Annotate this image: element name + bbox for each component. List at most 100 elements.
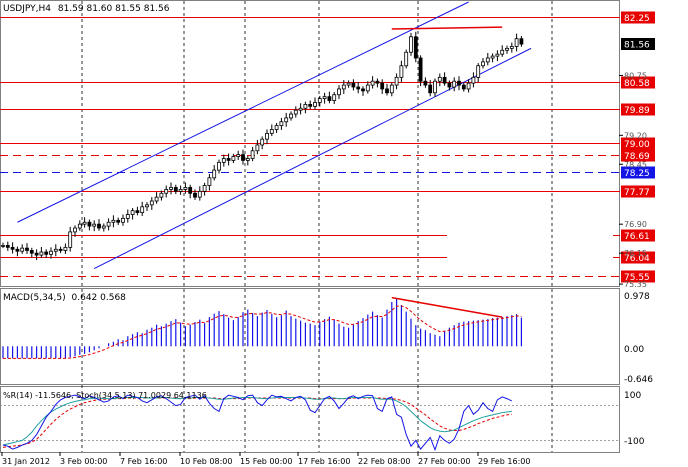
price-tick-label: 78.45: [624, 160, 647, 169]
candle-body: [332, 94, 337, 101]
level-label-3: 79.00: [624, 140, 650, 150]
candle-body: [169, 187, 173, 190]
candle-body: [97, 223, 101, 229]
macd-panel-frame: [0, 288, 620, 385]
candle-body: [346, 82, 351, 86]
candle-body: [130, 210, 135, 215]
candle-body: [452, 80, 457, 88]
macd-tick-top: 0.978: [624, 292, 650, 302]
level-label-0: 82.25: [624, 14, 650, 24]
price-tick-label: 76.90: [624, 220, 647, 229]
time-axis: 31 Jan 2012 3 Feb 00:00 7 Feb 16:00 10 Feb …: [1, 452, 530, 466]
level-badge-7: [621, 229, 655, 242]
level-label-2: 79.89: [624, 106, 650, 116]
macd-tick-zero: 0.00: [624, 345, 644, 355]
time-tick-label: 29 Feb 16:00: [478, 457, 530, 466]
candle-body: [106, 221, 111, 227]
price-tick-label: 79.20: [624, 131, 647, 140]
candle-body: [226, 158, 231, 161]
level-badge-3: [621, 137, 655, 150]
level-label-4: 78.69: [624, 152, 650, 162]
candle-body: [20, 247, 25, 252]
current-price-label: 81.56: [624, 41, 650, 51]
time-tick-label: 10 Feb 08:00: [180, 457, 232, 466]
candle-body: [404, 51, 409, 67]
candle-body: [509, 46, 514, 49]
candle-body: [322, 96, 327, 99]
candle-body: [15, 248, 20, 252]
candle-body: [92, 223, 97, 227]
candle-body: [217, 161, 221, 171]
candle-body: [413, 36, 418, 59]
candle-body: [437, 76, 442, 82]
candle-body: [29, 250, 34, 254]
candle-body: [481, 61, 485, 67]
candle-body: [58, 248, 63, 251]
ohlc-label: 81.59 81.60 81.55 81.56: [58, 4, 170, 14]
candle-body: [164, 189, 169, 194]
candle-body: [121, 217, 125, 223]
level-label-1: 80.58: [624, 79, 650, 89]
level-badge-9: [621, 270, 655, 283]
candle-body: [471, 76, 476, 84]
candle-body: [135, 210, 140, 213]
macd-values: 0.642 0.568: [72, 293, 127, 303]
candle-body: [265, 132, 269, 140]
candle-body: [365, 84, 370, 92]
macd-tick-bottom: -0.646: [624, 375, 653, 385]
candle-body: [245, 158, 250, 161]
time-tick-label: 7 Feb 16:00: [120, 457, 167, 466]
resistance-line: [391, 26, 503, 30]
candle-body: [77, 223, 82, 229]
candle-body: [274, 125, 279, 130]
candle-body: [49, 250, 53, 255]
price-tick-label: 76.15: [624, 249, 647, 258]
candle-body: [385, 88, 389, 94]
wpr-line: [2, 394, 513, 452]
candle-body: [389, 84, 394, 94]
time-tick-label: 15 Feb 00:00: [240, 457, 292, 466]
level-badge-4: [621, 149, 655, 162]
candle-body: [125, 214, 130, 219]
candle-body: [159, 192, 164, 198]
price-tick-label: 80.75: [624, 71, 647, 80]
candle-body: [212, 169, 217, 179]
price-axis: 80.75 79.20 78.45 76.90 76.15 75.35: [619, 71, 647, 289]
candle-body: [255, 144, 260, 152]
candle-body: [25, 247, 29, 251]
level-badge-0: [621, 11, 655, 24]
candle-body: [423, 80, 428, 86]
candle-body: [313, 102, 317, 107]
candle-body: [73, 227, 77, 233]
level-badge-6: [621, 185, 655, 198]
candle-body: [447, 82, 452, 88]
candle-body: [317, 98, 322, 103]
oscillator-header: %R(14) -11.5646, Stoch(34,5,13) 71.0029 …: [3, 391, 207, 400]
candle-body: [418, 57, 423, 82]
candle-body: [111, 219, 116, 223]
candle-body: [63, 246, 68, 251]
candle-body: [221, 158, 226, 163]
level-label-9: 75.55: [624, 273, 650, 283]
channel-upper-line: [17, 1, 469, 223]
candle-body: [236, 154, 241, 157]
candle-body: [375, 80, 380, 84]
candle-body: [356, 86, 361, 90]
candle-body: [380, 82, 385, 90]
level-label-6: 77.77: [624, 188, 650, 198]
candle-body: [490, 55, 495, 59]
time-tick-label: 31 Jan 2012: [2, 457, 50, 466]
oscillator-lines: [0, 394, 620, 452]
candle-body: [188, 187, 193, 194]
candle-body: [154, 196, 159, 202]
level-badge-1: [621, 76, 655, 89]
time-tick-label: 3 Feb 00:00: [60, 457, 107, 466]
candle-body: [514, 38, 519, 47]
stoch-main-line: [2, 396, 512, 446]
candle-body: [289, 113, 293, 119]
candle-body: [495, 53, 500, 57]
candle-body: [466, 82, 471, 90]
candle-body: [183, 187, 188, 190]
candle-body: [39, 251, 44, 256]
candle-body: [337, 88, 341, 96]
